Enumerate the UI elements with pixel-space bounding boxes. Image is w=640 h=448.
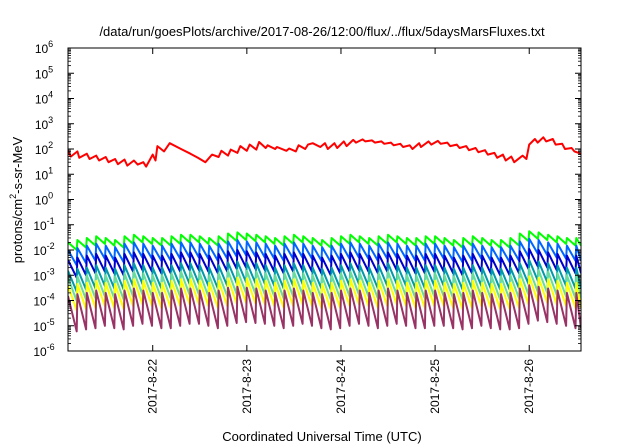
y-tick-label: 104: [35, 90, 53, 107]
y-tick-label-base: 10: [35, 67, 49, 81]
y-tick-label: 10-2: [33, 241, 54, 258]
y-tick-label: 100: [35, 191, 53, 208]
y-tick-label-base: 10: [33, 320, 47, 334]
series-line-3: [68, 248, 581, 279]
y-tick-label-base: 10: [33, 269, 47, 283]
y-tick-label-exp: 4: [48, 90, 53, 100]
x-axis: 2017-8-22 2017-8-23 2017-8-24 2017-8-25 2017…: [146, 48, 536, 414]
y-tick-label: 10-4: [33, 292, 54, 309]
y-tick-label: 105: [35, 64, 53, 81]
y-tick-label-exp: -1: [47, 216, 55, 226]
y-tick-label-base: 10: [35, 118, 49, 132]
y-axis-label-base: protons/cm: [10, 199, 25, 263]
y-tick-label-exp: 6: [48, 39, 53, 49]
y-tick-label: 10-5: [33, 317, 54, 334]
y-tick-label-exp: -6: [47, 342, 55, 352]
x-axis-label: Coordinated Universal Time (UTC): [222, 429, 421, 444]
chart-title: /data/run/goesPlots/archive/2017-08-26/1…: [99, 24, 545, 39]
series-line-6: [68, 275, 581, 312]
y-axis-label: protons/cm2-s-sr-MeV: [8, 136, 25, 263]
y-tick-label-exp: 2: [48, 140, 53, 150]
y-tick-label-base: 10: [35, 168, 49, 182]
y-axis-label-sup: 2: [8, 194, 18, 199]
x-tick-label: 2017-8-24: [334, 359, 348, 414]
y-tick-label-base: 10: [35, 194, 49, 208]
y-tick-label-base: 10: [35, 42, 49, 56]
y-tick-label: 10-6: [33, 342, 54, 359]
y-tick-label-base: 10: [33, 345, 47, 359]
x-tick-label: 2017-8-25: [428, 359, 442, 414]
series-line-0: [68, 136, 581, 168]
y-tick-label-exp: 1: [48, 165, 53, 175]
y-tick-label-base: 10: [33, 244, 47, 258]
y-tick-label: 102: [35, 140, 53, 157]
y-tick-label-base: 10: [35, 143, 49, 157]
y-tick-label-exp: -4: [47, 292, 55, 302]
y-tick-label-exp: 3: [48, 115, 53, 125]
x-tick-label: 2017-8-22: [146, 359, 160, 414]
y-tick-label: 106: [35, 39, 53, 56]
x-tick-label: 2017-8-23: [240, 359, 254, 414]
y-tick-label-exp: -3: [47, 266, 55, 276]
y-tick-label-exp: 5: [48, 64, 53, 74]
x-tick-label: 2017-8-26: [522, 359, 536, 414]
series-line-7: [68, 284, 581, 333]
y-tick-label: 101: [35, 165, 53, 182]
series-line-1: [68, 230, 581, 251]
y-axis-label-rest: -s-sr-MeV: [10, 136, 25, 193]
series-line-2: [68, 237, 581, 267]
y-tick-label-exp: -2: [47, 241, 55, 251]
y-tick-label-base: 10: [33, 219, 47, 233]
y-tick-label: 10-3: [33, 266, 54, 283]
y-tick-label: 103: [35, 115, 53, 132]
plot-area: [67, 47, 582, 352]
y-tick-label-exp: 0: [48, 191, 53, 201]
y-tick-label-exp: -5: [47, 317, 55, 327]
y-axis: 10-610-510-410-310-210-11001011021031041…: [33, 39, 581, 359]
y-tick-label: 10-1: [33, 216, 54, 233]
series-line-5: [68, 267, 581, 302]
series-line-4: [68, 259, 581, 293]
y-tick-label-base: 10: [33, 295, 47, 309]
y-tick-label-base: 10: [35, 93, 49, 107]
series-layer: [68, 136, 581, 333]
